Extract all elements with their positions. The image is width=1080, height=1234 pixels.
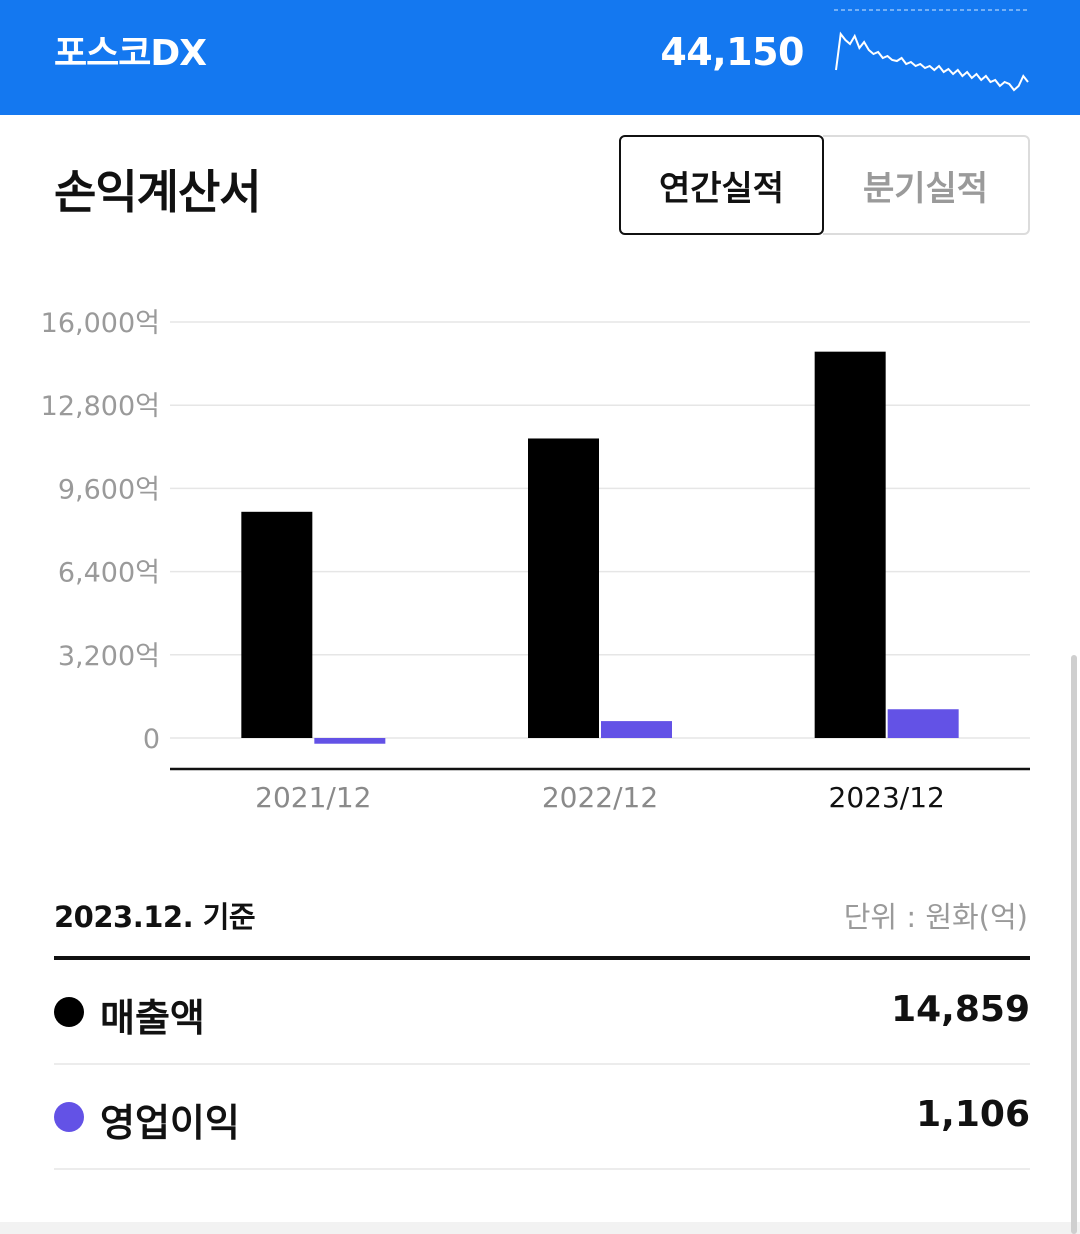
y-tick-label: 0 <box>143 724 160 755</box>
operating-profit-legend-dot <box>54 1102 84 1132</box>
price-sparkline <box>834 9 1029 92</box>
table-top-rule <box>54 956 1030 960</box>
y-tick-label: 6,400억 <box>58 558 160 589</box>
period-tabs: 연간실적 분기실적 <box>619 135 1030 235</box>
operating-profit-label: 영업이익 <box>100 1101 240 1145</box>
sparkline-line <box>835 31 1029 92</box>
y-tick-label: 16,000억 <box>41 308 160 339</box>
revenue-value: 14,859 <box>891 989 1030 1030</box>
scrollbar[interactable] <box>1071 655 1077 1234</box>
unit-note: 단위 : 원화(억) <box>843 900 1028 934</box>
x-tick-label: 2022/12 <box>542 781 658 814</box>
bar-revenue <box>528 438 599 738</box>
y-tick-label: 3,200억 <box>58 641 160 672</box>
income-statement-bar-chart: 16,000억 12,800억 9,600억 6,400억 3,200억 0 2021/12… <box>41 308 1030 814</box>
revenue-label: 매출액 <box>100 996 205 1040</box>
section-title: 손익계산서 <box>54 165 262 219</box>
footer-band <box>0 1222 1080 1234</box>
tab-quarterly[interactable]: 분기실적 <box>823 135 1030 235</box>
operating-profit-value: 1,106 <box>916 1094 1030 1135</box>
bar-operating-profit <box>887 709 959 738</box>
bar-revenue <box>814 351 886 738</box>
bar-revenue <box>241 511 313 738</box>
y-tick-label: 12,800억 <box>41 391 160 422</box>
stock-price: 44,150 <box>660 30 804 74</box>
basis-date: 2023.12. 기준 <box>54 900 256 934</box>
y-tick-label: 9,600억 <box>58 474 160 505</box>
x-tick-label: 2021/12 <box>255 781 371 814</box>
x-tick-label: 2023/12 <box>829 781 945 814</box>
stock-header: 포스코DX 44,150 <box>0 0 1080 115</box>
tab-annual[interactable]: 연간실적 <box>619 135 824 235</box>
stock-name[interactable]: 포스코DX <box>54 33 207 74</box>
bar-operating-profit <box>601 721 672 738</box>
summary-row-revenue: 매출액 14,859 <box>54 961 1030 1065</box>
bar-operating-profit <box>314 738 386 744</box>
revenue-legend-dot <box>54 997 84 1027</box>
summary-row-operating-profit: 영업이익 1,106 <box>54 1066 1030 1170</box>
